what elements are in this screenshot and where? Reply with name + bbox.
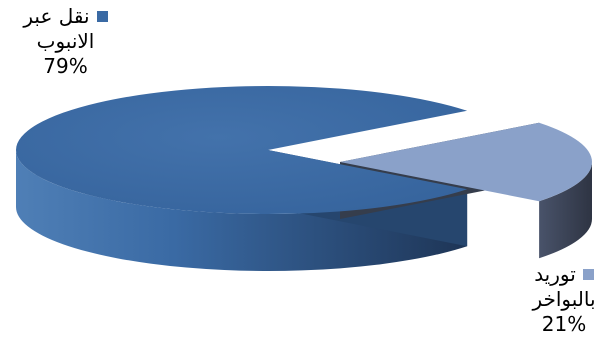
pie-slice-0	[15, 86, 468, 214]
slice-side-0	[16, 150, 468, 271]
slice-percent-label: 21%	[541, 312, 587, 336]
pie-slice-1	[340, 122, 592, 202]
slice-percent-label: 79%	[43, 54, 88, 78]
slice-label-line-2: الانبوب	[36, 29, 95, 53]
legend-swatch-pipeline	[96, 10, 108, 22]
legend-swatch-ships	[582, 268, 594, 280]
slice-label-line-2: بالبواخر	[532, 287, 596, 311]
slice-label-line-1: توريد	[534, 262, 576, 286]
slice-label-ships: توريد بالبواخر 21%	[516, 262, 612, 337]
slice-label-pipeline: نقل عبر الانبوب 79%	[8, 4, 123, 79]
slice-side-1	[539, 162, 592, 259]
slice-label-line-1: نقل عبر	[23, 4, 90, 28]
